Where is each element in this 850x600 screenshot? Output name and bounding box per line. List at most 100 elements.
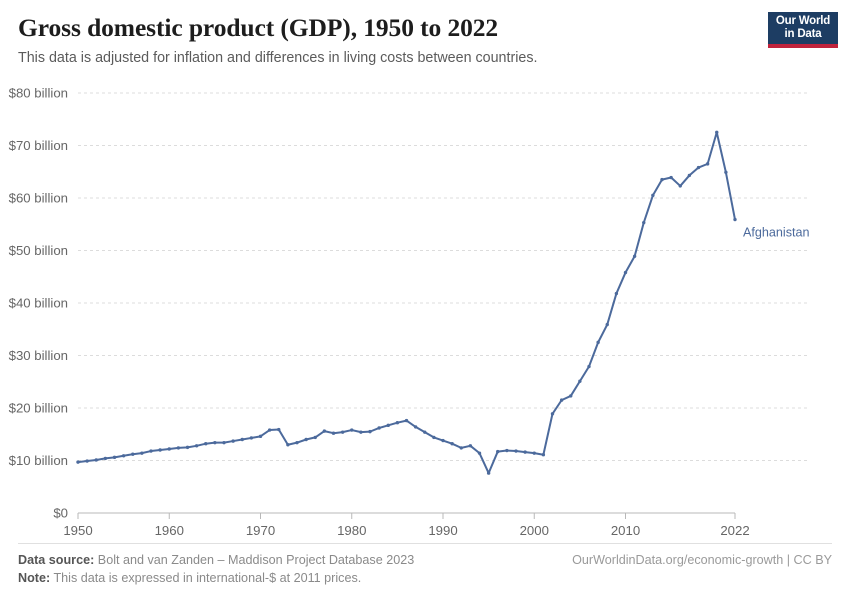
- data-point[interactable]: [167, 447, 171, 451]
- data-point[interactable]: [368, 429, 372, 434]
- data-point[interactable]: [532, 451, 536, 455]
- data-point[interactable]: [158, 448, 162, 452]
- data-point[interactable]: [176, 446, 181, 450]
- data-point[interactable]: [505, 448, 509, 453]
- data-point[interactable]: [614, 291, 619, 296]
- data-point[interactable]: [432, 435, 436, 440]
- data-point[interactable]: [386, 423, 390, 428]
- data-point[interactable]: [523, 450, 527, 454]
- data-point[interactable]: [76, 460, 80, 464]
- x-axis-tick-label: 1990: [428, 523, 457, 537]
- x-axis-tick-label: 2022: [720, 523, 749, 537]
- data-point[interactable]: [705, 162, 710, 166]
- data-point[interactable]: [249, 436, 254, 440]
- data-point[interactable]: [222, 440, 226, 445]
- data-point[interactable]: [514, 449, 518, 453]
- data-point[interactable]: [322, 429, 327, 433]
- page-title: Gross domestic product (GDP), 1950 to 20…: [18, 13, 499, 42]
- data-point[interactable]: [112, 455, 117, 460]
- data-point[interactable]: [295, 440, 299, 445]
- source-label: Data source:: [18, 553, 95, 567]
- y-axis-tick-label: $50 billion: [9, 243, 68, 258]
- data-point[interactable]: [687, 173, 692, 178]
- data-point[interactable]: [450, 442, 454, 446]
- footer-attribution[interactable]: OurWorldinData.org/economic-growth | CC …: [572, 553, 832, 567]
- data-series-group[interactable]: [76, 130, 737, 475]
- data-point[interactable]: [94, 458, 98, 462]
- data-point[interactable]: [423, 430, 427, 434]
- logo-line-1: Our World: [775, 15, 831, 27]
- data-point[interactable]: [213, 440, 217, 445]
- data-point[interactable]: [395, 421, 400, 425]
- our-world-in-data-logo[interactable]: Our World in Data: [768, 12, 838, 48]
- data-point[interactable]: [605, 322, 609, 327]
- data-point[interactable]: [340, 430, 345, 434]
- data-point[interactable]: [715, 130, 719, 135]
- data-point[interactable]: [277, 427, 281, 432]
- note-text: This data is expressed in international-…: [50, 571, 362, 585]
- data-point[interactable]: [441, 438, 445, 443]
- data-point[interactable]: [231, 439, 235, 443]
- data-point[interactable]: [331, 431, 336, 435]
- data-point[interactable]: [623, 270, 628, 275]
- footer-source-row: Data source: Bolt and van Zanden – Maddi…: [18, 551, 832, 569]
- data-point[interactable]: [313, 435, 317, 440]
- y-axis-tick-label: $10 billion: [9, 453, 68, 468]
- data-point[interactable]: [632, 254, 637, 258]
- data-point[interactable]: [267, 428, 272, 432]
- data-point[interactable]: [377, 426, 381, 430]
- data-point[interactable]: [733, 217, 737, 222]
- chart-header: Gross domestic product (GDP), 1950 to 20…: [18, 13, 748, 67]
- data-point[interactable]: [569, 394, 573, 398]
- data-point[interactable]: [85, 459, 89, 463]
- data-point[interactable]: [240, 437, 244, 442]
- data-point[interactable]: [596, 340, 600, 345]
- data-point[interactable]: [696, 165, 701, 170]
- data-point[interactable]: [477, 451, 482, 455]
- x-axis-tick-label: 1970: [246, 523, 275, 537]
- data-point[interactable]: [678, 184, 682, 188]
- data-point[interactable]: [131, 452, 135, 456]
- series-end-label[interactable]: Afghanistan: [743, 226, 810, 240]
- data-point[interactable]: [350, 428, 354, 432]
- data-point[interactable]: [185, 445, 190, 450]
- data-point[interactable]: [669, 175, 673, 180]
- y-axis-tick-label: $40 billion: [9, 296, 68, 311]
- y-axis-tick-label: $20 billion: [9, 401, 68, 416]
- y-axis-tick-label: $60 billion: [9, 191, 68, 206]
- data-point[interactable]: [578, 379, 582, 383]
- data-point[interactable]: [258, 434, 263, 439]
- data-point[interactable]: [587, 364, 591, 369]
- data-point[interactable]: [496, 449, 500, 454]
- line-chart-svg[interactable]: $0 $10 billion $20 billion $30 billion $40 b…: [0, 82, 850, 537]
- data-point[interactable]: [651, 193, 655, 198]
- data-point[interactable]: [724, 170, 728, 174]
- data-point[interactable]: [660, 177, 664, 182]
- data-point[interactable]: [468, 444, 473, 448]
- data-point[interactable]: [103, 456, 108, 461]
- data-point[interactable]: [194, 444, 199, 448]
- data-point[interactable]: [559, 398, 564, 402]
- data-point[interactable]: [541, 453, 546, 457]
- data-point[interactable]: [642, 220, 646, 225]
- data-point[interactable]: [286, 443, 290, 447]
- data-point[interactable]: [121, 454, 126, 458]
- data-point[interactable]: [550, 412, 555, 416]
- series-end-label-group: Afghanistan: [743, 226, 810, 240]
- data-point[interactable]: [486, 471, 491, 475]
- data-point[interactable]: [359, 430, 363, 434]
- chart-footer: Data source: Bolt and van Zanden – Maddi…: [18, 543, 832, 587]
- source-text: Bolt and van Zanden – Maddison Project D…: [94, 553, 415, 567]
- data-point[interactable]: [140, 451, 144, 455]
- x-axis-tick-label: 2010: [611, 523, 640, 537]
- data-point[interactable]: [304, 437, 308, 442]
- data-point[interactable]: [404, 418, 409, 423]
- data-point[interactable]: [459, 446, 463, 450]
- data-point[interactable]: [413, 425, 418, 429]
- footer-note-row: Note: This data is expressed in internat…: [18, 569, 832, 587]
- data-point[interactable]: [204, 442, 208, 446]
- x-axis-tick-label: 2000: [520, 523, 549, 537]
- x-axis-tick-label: 1950: [63, 523, 92, 537]
- data-point[interactable]: [149, 449, 153, 453]
